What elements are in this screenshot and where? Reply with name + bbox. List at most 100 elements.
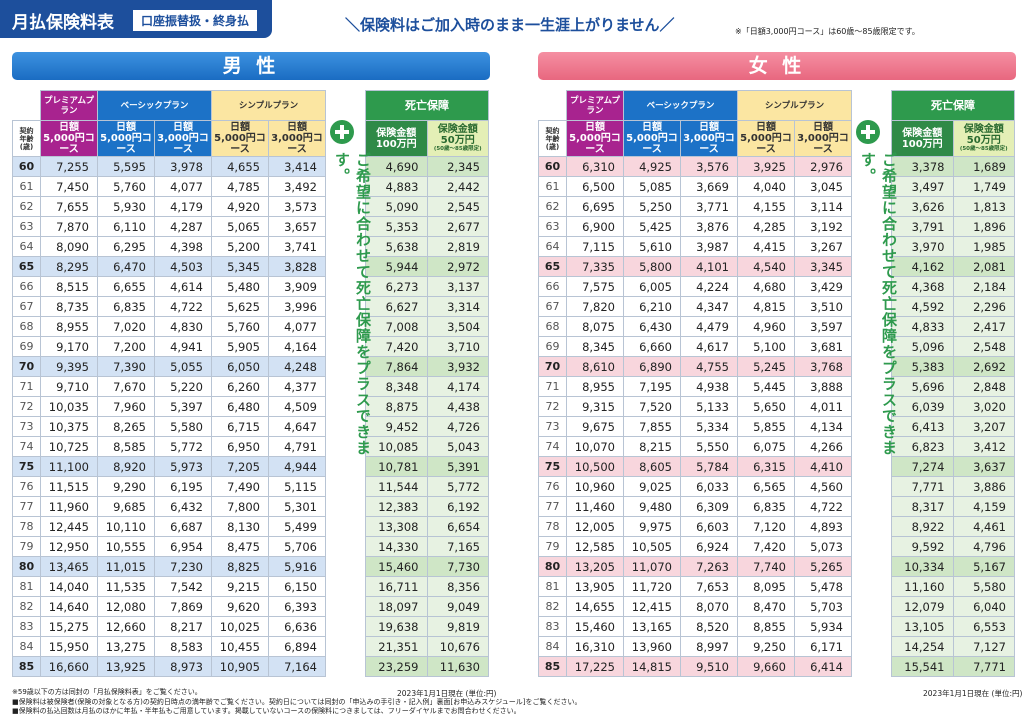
premium-cell: 3,768 [794,356,852,377]
age-cell: 76 [538,476,567,497]
age-cell: 67 [12,296,41,317]
premium-cell: 5,784 [680,456,738,477]
age-cell: 80 [538,556,567,577]
premium-cell: 4,614 [154,276,212,297]
death-cell: 7,771 [891,476,954,497]
death-cell: 8,356 [426,576,489,597]
data-row: 84 16,310 13,960 8,997 9,250 6,171 [538,636,852,657]
death-cell: 3,932 [426,356,489,377]
premium-cell: 7,450 [40,176,98,197]
premium-cell: 10,555 [97,536,155,557]
death-cell: 2,692 [952,356,1015,377]
death-cell: 3,970 [891,236,954,257]
death-cell: 3,626 [891,196,954,217]
premium-cell: 8,090 [40,236,98,257]
death-cell: 3,314 [426,296,489,317]
death-row: 5,383 2,692 [891,356,1015,377]
data-row: 78 12,445 10,110 6,687 8,130 5,499 [12,516,326,537]
premium-cell: 7,490 [211,476,269,497]
data-row: 60 6,310 4,925 3,576 3,925 2,976 [538,156,852,177]
death-title: 死亡保障 [365,90,489,121]
age-header: 契約 年齢 (歳) [12,120,41,157]
footer-note: ■保険料の払込回数は月払のほかに年払・半年払もご用意しています。掲載していないコ… [12,707,521,715]
data-row: 82 14,640 12,080 7,869 9,620 6,393 [12,596,326,617]
death-row: 5,944 2,972 [365,256,489,277]
data-row: 74 10,725 8,585 5,772 6,950 4,791 [12,436,326,457]
death-row: 9,452 4,726 [365,416,489,437]
footer: ※59歳以下の方は同封の「月払保険料表」をご覧ください。 ■保険料は被保険者(保険… [12,688,582,717]
death-course-row: 保険金額 100万円 保険金額 50万円 (50歳〜85歳限定) [891,120,1015,157]
death-row: 6,627 3,314 [365,296,489,317]
death-row: 11,160 5,580 [891,576,1015,597]
death-cell: 16,711 [365,576,428,597]
premium-cell: 4,410 [794,456,852,477]
death-cell: 8,348 [365,376,428,397]
premium-cell: 9,315 [566,396,624,417]
premium-cell: 5,973 [154,456,212,477]
death-course: 保険金額 100万円 [891,120,954,157]
death-cell: 5,096 [891,336,954,357]
premium-cell: 3,828 [268,256,326,277]
data-row: 73 10,375 8,265 5,580 6,715 4,647 [12,416,326,437]
course-header: 日額 3,000円コース [680,120,738,157]
premium-cell: 4,287 [154,216,212,237]
death-cell: 4,438 [426,396,489,417]
premium-cell: 5,800 [623,256,681,277]
death-cell: 3,886 [952,476,1015,497]
age-cell: 82 [538,596,567,617]
premium-cell: 8,095 [737,576,795,597]
age-cell: 70 [538,356,567,377]
data-row: 79 12,950 10,555 6,954 8,475 5,706 [12,536,326,557]
premium-cell: 7,670 [97,376,155,397]
age-cell: 78 [538,516,567,537]
premium-cell: 4,134 [794,416,852,437]
premium-cell: 9,620 [211,596,269,617]
age-cell: 72 [538,396,567,417]
death-cell: 5,638 [365,236,428,257]
premium-cell: 10,960 [566,476,624,497]
premium-cell: 6,310 [566,156,624,177]
page-title: 月払保険料表 [12,13,114,33]
death-cell: 4,368 [891,276,954,297]
death-row: 6,273 3,137 [365,276,489,297]
death-row: 18,097 9,049 [365,596,489,617]
premium-cell: 7,205 [211,456,269,477]
premium-cell: 3,267 [794,236,852,257]
premium-cell: 7,575 [566,276,624,297]
death-cell: 5,580 [952,576,1015,597]
premium-cell: 5,580 [154,416,212,437]
premium-table: プレミアムプラン ベーシックプラン シンプルプラン 契約 年齢 (歳) 日額 5,000… [12,90,326,677]
death-cell: 8,875 [365,396,428,417]
premium-cell: 11,100 [40,456,98,477]
plan-header: ベーシックプラン [623,90,738,121]
data-row: 78 12,005 9,975 6,603 7,120 4,893 [538,516,852,537]
premium-cell: 5,200 [211,236,269,257]
age-cell: 80 [12,556,41,577]
premium-cell: 6,924 [680,536,738,557]
premium-cell: 6,414 [794,656,852,677]
death-cell: 4,833 [891,316,954,337]
data-row: 72 10,035 7,960 5,397 6,480 4,509 [12,396,326,417]
premium-cell: 12,950 [40,536,98,557]
premium-cell: 9,510 [680,656,738,677]
death-cell: 11,630 [426,656,489,677]
death-cell: 9,049 [426,596,489,617]
data-row: 62 6,695 5,250 3,771 4,155 3,114 [538,196,852,217]
premium-cell: 6,295 [97,236,155,257]
course-header: 日額 5,000円コース [40,120,98,157]
data-row: 69 9,170 7,200 4,941 5,905 4,164 [12,336,326,357]
data-row: 84 15,950 13,275 8,583 10,455 6,894 [12,636,326,657]
premium-cell: 4,893 [794,516,852,537]
premium-cell: 10,025 [211,616,269,637]
blank [539,91,567,121]
data-row: 73 9,675 7,855 5,334 5,855 4,134 [538,416,852,437]
premium-cell: 5,073 [794,536,852,557]
death-cell: 10,676 [426,636,489,657]
age-cell: 82 [12,596,41,617]
death-cell: 7,274 [891,456,954,477]
premium-cell: 6,636 [268,616,326,637]
premium-cell: 10,110 [97,516,155,537]
premium-cell: 6,695 [566,196,624,217]
premium-cell: 6,950 [211,436,269,457]
age-cell: 81 [538,576,567,597]
